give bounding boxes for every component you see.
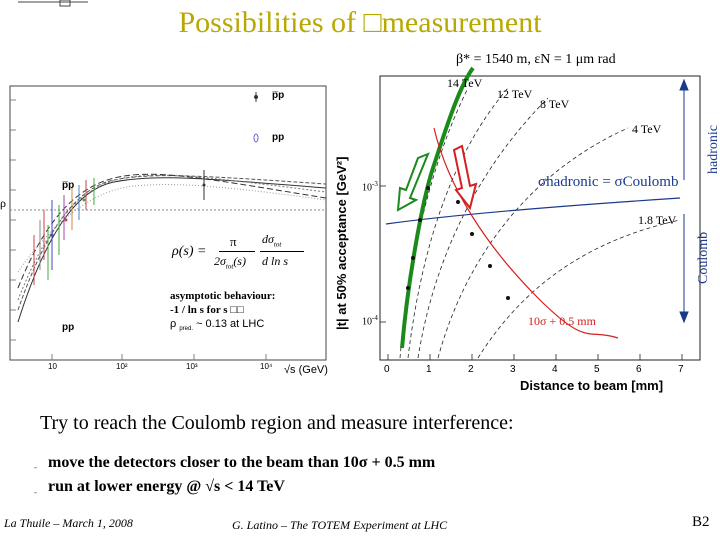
sqrt-s-axis-label: √s (GeV) [284,364,328,376]
acceptance-y-label: |t| at 50% acceptance [GeV²] [334,156,349,330]
bullet-2: run at lower energy @ √s < 14 TeV [48,478,285,495]
x-tick-7: 7 [678,364,684,375]
asymptotic-line-3: ρ pred. ~ 0.13 at LHC [170,318,265,333]
y-tick-1e-4: 10-4 [362,314,378,328]
region-arrows [679,78,689,324]
formula-pi: π [230,234,237,249]
hadronic-label: hadronic [706,125,720,174]
x-tick-100: 10² [116,362,128,371]
bullet-1: move the detectors closer to the beam th… [48,454,436,471]
coulomb-label: Coulomb [696,231,711,284]
red-curve-label: 10σ + 0.5 mm [528,314,596,328]
x-tick-2: 2 [468,364,474,375]
asymptotic-line-1: asymptotic behaviour: [170,290,276,302]
footer-author: G. Latino – The TOTEM Experiment at LHC [232,518,448,532]
legend-pp-marker [253,133,259,143]
legend-pbar-label: p̅p [272,90,285,101]
x-tick-10000: 10⁴ [260,362,273,371]
y-tick-1e-3: 10-3 [362,180,378,194]
legend-pp-label: pp [272,132,285,143]
bullet-marker-2: - [34,487,37,497]
blue-equality-curve [385,197,681,225]
x-tick-5: 5 [594,364,600,375]
asymptotic-note: asymptotic behaviour: -1 / ln s for s □□… [170,289,275,336]
x-tick-0: 0 [384,364,390,375]
rho-axis-label: ρ [0,196,6,210]
slide-title: Possibilities of □measurement [178,6,542,39]
red-arrow [452,144,478,211]
rho-data-points [33,170,206,285]
curve-label-pbar: p̅p [62,180,75,191]
x-tick-10: 10 [48,362,57,371]
corner-decoration [18,0,88,14]
curve-label-pp: pp [62,322,75,333]
x-tick-1: 1 [426,364,432,375]
bullet-marker-1: - [34,462,37,472]
energy-label-4tev: 4 TeV [632,122,662,136]
x-tick-3: 3 [510,364,516,375]
acceptance-plot-frame [379,75,701,361]
asymptotic-line-2: -1 / ln s for s □□ [170,304,244,316]
x-tick-4: 4 [552,364,558,375]
formula-fraction-bar-1 [219,251,255,252]
energy-label-8tev: 8 TeV [540,97,570,111]
green-arrow [396,152,430,212]
rho-plot-frame [9,85,327,361]
formula-denominator-2: d ln s [262,254,289,268]
energy-label-14tev: 14 TeV [447,76,483,90]
acceptance-plot [338,48,720,394]
sigma-equality-label: σhadronic = σCoulomb [538,174,679,190]
distance-x-label: Distance to beam [mm] [520,378,664,393]
main-statement: Try to reach the Coulomb region and meas… [40,412,514,434]
formula-numerator-2: dσtot [262,232,282,249]
x-tick-1000: 10³ [186,362,198,371]
energy-label-12tev: 12 TeV [497,87,533,101]
rho-plot [4,60,356,388]
x-tick-6: 6 [636,364,642,375]
slide-number: B2 [692,514,710,530]
energy-label-1-8tev: 1.8 TeV [638,213,677,227]
formula-lhs: ρ(s) = [172,244,207,259]
green-14tev-curve [400,66,475,349]
red-10sigma-curve [433,127,619,339]
footer-date: La Thuile – March 1, 2008 [4,516,133,530]
formula-denominator-1: 2σtot(s) [214,254,246,271]
beta-header: β* = 1540 m, εN = 1 μm rad [456,52,616,67]
formula-fraction-bar-2 [260,251,304,252]
